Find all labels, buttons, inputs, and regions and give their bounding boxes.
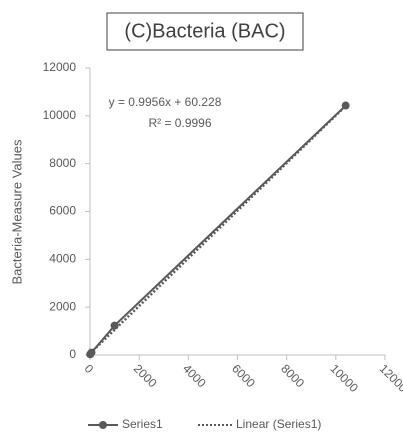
- x-tick-label: 10000: [327, 361, 361, 395]
- legend-label: Linear (Series1): [236, 417, 321, 431]
- x-tick-label: 8000: [278, 361, 307, 390]
- point: [110, 321, 119, 330]
- trendline-equation: y = 0.9956x + 60.228: [109, 95, 222, 109]
- y-tick-label: 6000: [49, 204, 76, 218]
- y-tick-label: 10000: [43, 108, 77, 122]
- x-tick-label: 12000: [377, 361, 403, 395]
- x-tick-label: 4000: [180, 361, 209, 390]
- point: [341, 101, 350, 110]
- y-tick-label: 8000: [49, 156, 76, 170]
- legend-marker: [99, 421, 107, 429]
- x-tick-label: 6000: [229, 361, 258, 390]
- y-tick-label: 12000: [43, 60, 77, 74]
- y-tick-label: 4000: [49, 252, 76, 266]
- y-tick-label: 2000: [49, 299, 76, 313]
- x-tick-label: 2000: [131, 361, 160, 390]
- y-tick-label: 0: [69, 347, 76, 361]
- y-axis-label: Bacteria-Measure Values: [9, 139, 24, 284]
- chart-title: (C)Bacteria (BAC): [124, 20, 285, 42]
- title-box: [106, 12, 304, 51]
- r-squared: R² = 0.9996: [148, 116, 211, 130]
- point: [87, 348, 96, 357]
- x-tick-label: 0: [82, 361, 97, 376]
- legend-label: Series1: [122, 417, 163, 431]
